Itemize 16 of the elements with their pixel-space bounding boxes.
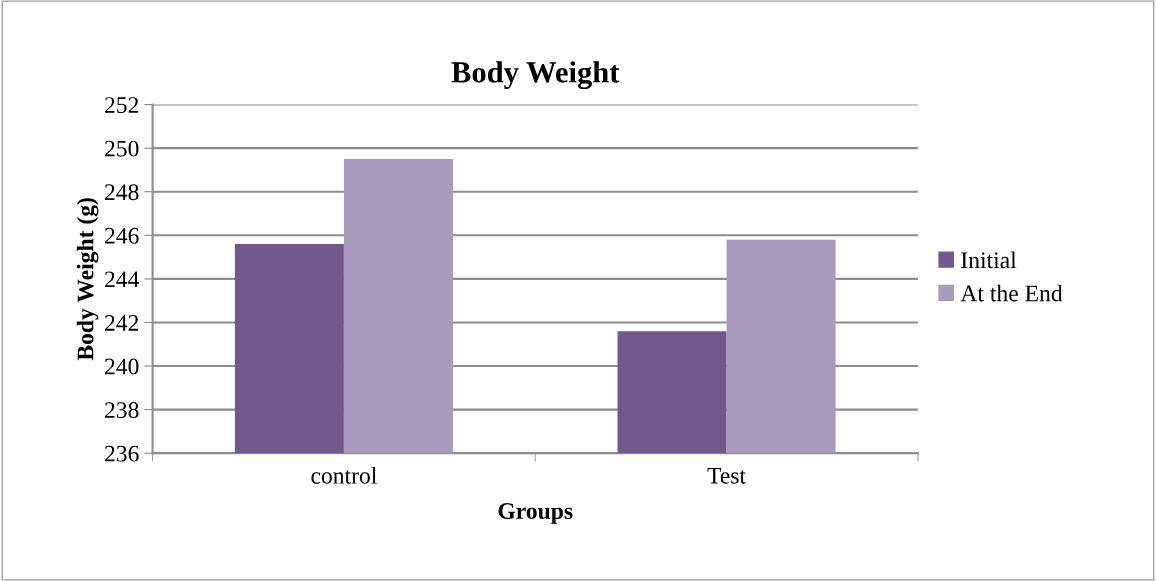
x-tick-label: control [311,467,377,484]
y-tick-label: 238 [105,402,139,419]
y-tick-label: 244 [105,271,140,288]
chart-title: Body Weight [451,61,620,90]
y-tick-label: 242 [105,315,139,331]
legend-label: Initial [961,251,1017,269]
x-axis-title: Groups [498,503,573,524]
y-tick-label: 252 [105,97,139,113]
y-tick-label: 248 [105,184,139,201]
y-tick-label: 250 [105,140,139,157]
x-tick-label: Test [707,467,746,484]
y-tick-label: 240 [105,358,139,375]
legend-label: At the End [960,284,1063,302]
y-axis-title: Body Weight (g) [76,198,99,361]
y-tick-label: 246 [105,227,139,244]
y-tick-label: 236 [105,445,139,462]
